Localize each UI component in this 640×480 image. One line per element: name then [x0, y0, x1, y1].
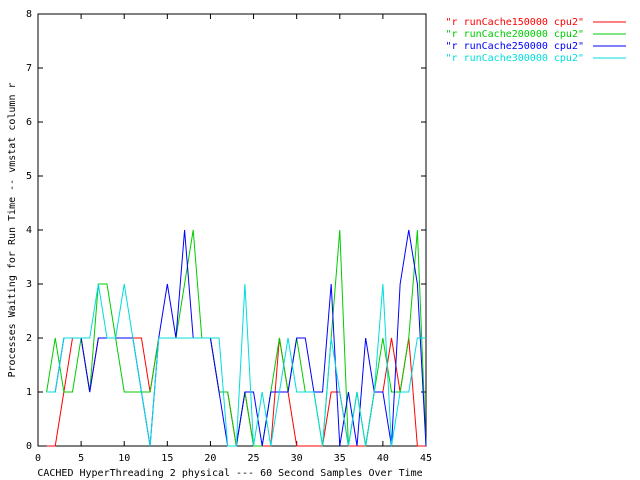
- y-tick-label: 6: [26, 117, 32, 128]
- legend-label: "r runCache300000 cpu2": [446, 53, 584, 64]
- y-axis-label: Processes Waiting for Run Time -- vmstat…: [7, 82, 18, 377]
- y-tick-label: 7: [26, 63, 32, 74]
- x-tick-label: 40: [377, 453, 389, 464]
- series-line: [46, 337, 426, 447]
- plot-frame: [37, 13, 427, 447]
- y-tick-label: 3: [26, 279, 32, 290]
- x-tick-label: 10: [118, 453, 130, 464]
- legend-label: "r runCache200000 cpu2": [446, 29, 584, 40]
- legend-label: "r runCache150000 cpu2": [446, 17, 584, 28]
- y-tick-label: 2: [26, 333, 32, 344]
- x-tick-label: 20: [204, 453, 216, 464]
- series-line: [46, 229, 427, 447]
- x-tick-label: 45: [420, 453, 432, 464]
- y-tick-label: 4: [26, 225, 32, 236]
- x-tick-label: 35: [334, 453, 346, 464]
- y-tick-label: 1: [26, 387, 32, 398]
- x-axis-label: CACHED HyperThreading 2 physical --- 60 …: [37, 468, 422, 479]
- y-tick-label: 0: [26, 441, 32, 452]
- x-tick-label: 25: [248, 453, 260, 464]
- y-tick-label: 5: [26, 171, 32, 182]
- y-tick-label: 8: [26, 9, 32, 20]
- x-tick-label: 0: [35, 453, 41, 464]
- x-tick-label: 15: [161, 453, 173, 464]
- x-tick-label: 30: [291, 453, 303, 464]
- legend-label: "r runCache250000 cpu2": [446, 41, 584, 52]
- x-tick-label: 5: [78, 453, 84, 464]
- series-line: [46, 283, 426, 447]
